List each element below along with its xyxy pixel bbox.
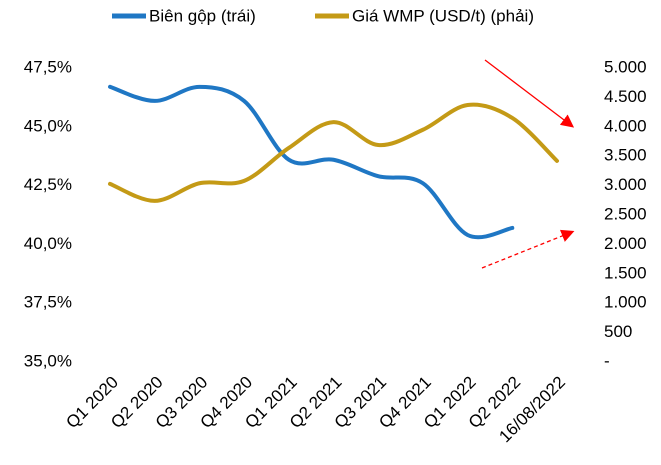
y2-tick-label: 3.500 bbox=[604, 146, 647, 165]
trend-arrow bbox=[481, 229, 575, 269]
y-tick-label: 42,5% bbox=[24, 175, 72, 194]
y2-tick-label: 1.500 bbox=[604, 263, 647, 282]
y-tick-label: 47,5% bbox=[24, 57, 72, 76]
y-tick-label: 35,0% bbox=[24, 351, 72, 370]
y2-tick-label: 5.000 bbox=[604, 57, 647, 76]
y-tick-label: 37,5% bbox=[24, 293, 72, 312]
y-tick-label: 40,0% bbox=[24, 234, 72, 253]
y2-tick-label: 1.000 bbox=[604, 293, 647, 312]
y2-tick-label: - bbox=[604, 351, 610, 370]
y2-tick-label: 3.000 bbox=[604, 175, 647, 194]
y2-tick-label: 500 bbox=[604, 322, 632, 341]
legend-label: Giá WMP (USD/t) (phải) bbox=[352, 6, 534, 25]
y-tick-label: 45,0% bbox=[24, 116, 72, 135]
y2-tick-label: 2.000 bbox=[604, 234, 647, 253]
y2-tick-label: 4.500 bbox=[604, 87, 647, 106]
trend-arrow bbox=[484, 59, 575, 128]
y2-tick-label: 2.500 bbox=[604, 204, 647, 223]
series-line bbox=[108, 102, 559, 203]
y2-tick-label: 4.000 bbox=[604, 116, 647, 135]
series-line bbox=[108, 84, 515, 240]
legend-label: Biên gộp (trái) bbox=[149, 6, 256, 25]
